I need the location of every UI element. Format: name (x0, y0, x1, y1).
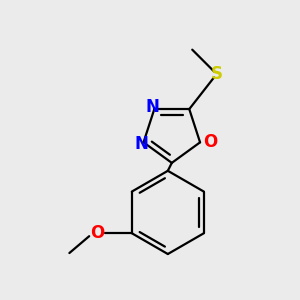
Text: N: N (146, 98, 159, 116)
Text: N: N (135, 135, 148, 153)
Text: O: O (90, 224, 104, 242)
Text: S: S (211, 65, 223, 83)
Text: O: O (203, 133, 217, 151)
